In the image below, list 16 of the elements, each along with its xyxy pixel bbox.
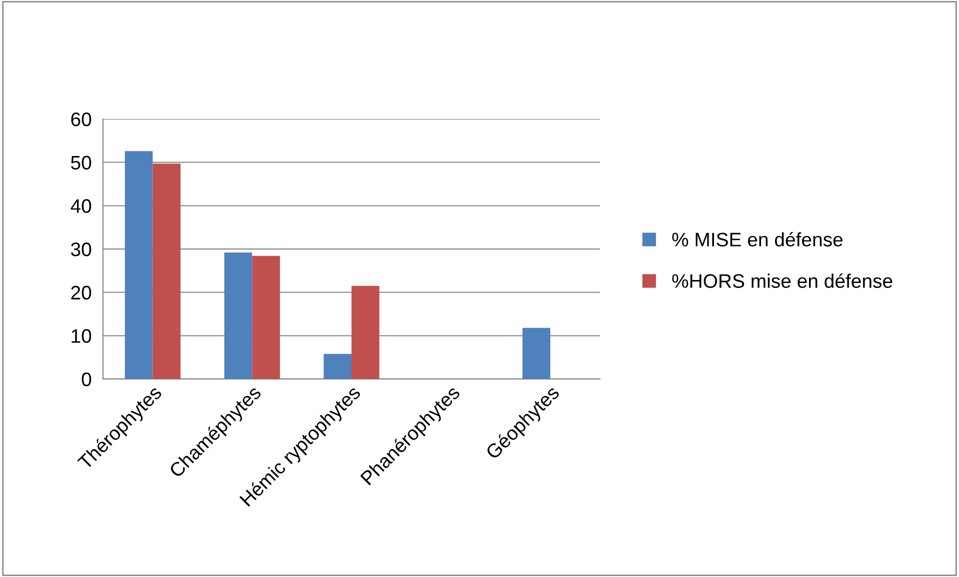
bar bbox=[252, 256, 280, 379]
bar bbox=[324, 354, 352, 379]
legend-label: %HORS mise en défense bbox=[672, 273, 892, 288]
y-tick-label: 60 bbox=[71, 112, 92, 126]
y-tick-label: 10 bbox=[72, 329, 92, 343]
y-tick-label: 50 bbox=[71, 156, 92, 170]
bar bbox=[522, 328, 550, 379]
bar bbox=[124, 151, 153, 379]
legend-label: % MISE en défense bbox=[672, 232, 843, 246]
bar bbox=[152, 164, 181, 379]
y-tick-label: 40 bbox=[70, 199, 92, 213]
bar bbox=[224, 252, 252, 379]
y-tick-label: 20 bbox=[71, 286, 92, 300]
bar bbox=[352, 286, 380, 379]
y-tick-label: 30 bbox=[71, 242, 92, 256]
y-tick-label: 0 bbox=[82, 372, 92, 386]
